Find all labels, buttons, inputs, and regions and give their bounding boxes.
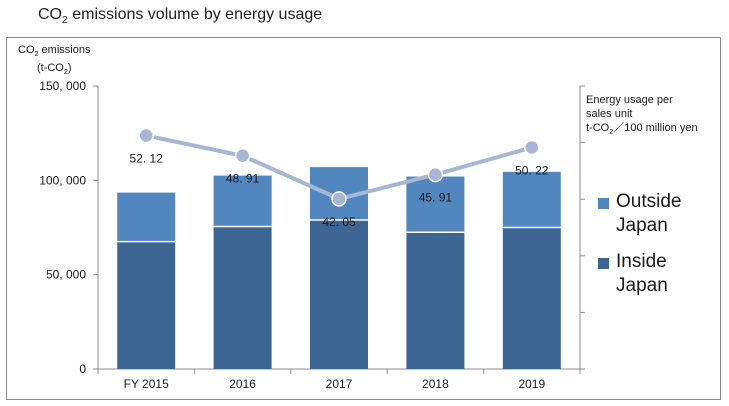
x-tick-label: 2016 xyxy=(229,377,256,391)
bar-inside-japan xyxy=(502,227,561,369)
line-point xyxy=(138,127,154,144)
secondary-axis-label: Energy usage per sales unit t-CO2／100 mi… xyxy=(586,94,698,137)
chart-title: CO2 emissions volume by energy usage xyxy=(38,6,323,27)
line-data-label: 45. 91 xyxy=(419,191,453,205)
bar-outside-japan xyxy=(406,176,465,233)
x-tick-label: 2019 xyxy=(518,377,545,391)
y-axis-label: CO2 emissions (t-CO2) xyxy=(18,44,91,77)
bar-inside-japan xyxy=(213,226,272,369)
line-data-label: 52. 12 xyxy=(130,152,164,166)
line-data-label: 50. 22 xyxy=(515,164,549,178)
legend: Outside Japan Inside Japan xyxy=(598,190,681,310)
legend-item-inside-japan: Inside Japan xyxy=(598,250,681,298)
line-point xyxy=(427,166,444,183)
bar-outside-japan xyxy=(213,175,272,227)
bar-outside-japan xyxy=(117,192,176,242)
bar-inside-japan xyxy=(406,232,465,369)
bar-inside-japan xyxy=(117,241,176,369)
bar-inside-japan xyxy=(310,219,368,369)
x-tick-label: 2017 xyxy=(326,377,353,391)
line-data-label: 42. 05 xyxy=(322,215,356,229)
line-point xyxy=(234,147,251,164)
line-point xyxy=(524,139,540,156)
line-point xyxy=(331,191,347,207)
chart-frame xyxy=(6,37,721,400)
y-tick-label: 50, 000 xyxy=(46,268,86,282)
legend-label-outside-l2: Japan xyxy=(616,215,668,236)
y-tick-label: 100, 000 xyxy=(39,173,86,187)
legend-item-outside-japan: Outside Japan xyxy=(598,190,681,238)
y-tick-label: 150, 000 xyxy=(39,79,86,93)
legend-label-outside-l1: Outside xyxy=(616,191,682,212)
legend-label-inside-l1: Inside xyxy=(616,251,667,272)
line-data-label: 48. 91 xyxy=(226,172,260,186)
x-tick-label: 2018 xyxy=(422,377,449,391)
legend-swatch-inside-japan xyxy=(598,258,609,269)
x-tick-label: FY 2015 xyxy=(124,377,169,391)
legend-swatch-outside-japan xyxy=(598,198,609,209)
y-tick-label: 0 xyxy=(79,362,86,376)
bar-outside-japan xyxy=(502,171,561,228)
legend-label-inside-l2: Japan xyxy=(616,275,668,296)
